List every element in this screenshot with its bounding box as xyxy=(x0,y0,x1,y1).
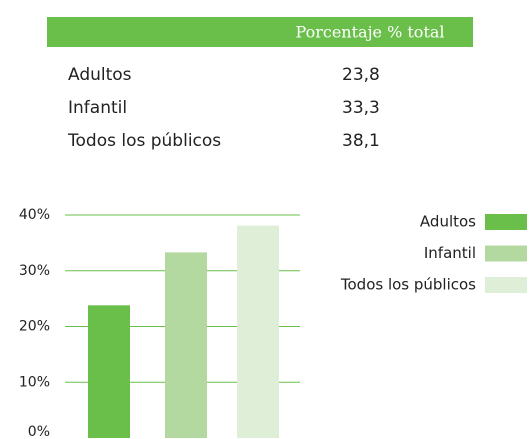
table-header: Porcentaje % total xyxy=(295,23,444,42)
legend-swatch xyxy=(485,214,527,230)
y-tick-label: 30% xyxy=(19,263,50,279)
row-label: Todos los públicos xyxy=(67,131,221,151)
row-label: Infantil xyxy=(68,98,127,118)
row-value: 38,1 xyxy=(342,131,380,151)
y-tick-label: 40% xyxy=(19,207,50,223)
legend-swatch xyxy=(485,245,527,262)
bar xyxy=(237,225,279,438)
legend-label: Adultos xyxy=(420,213,476,231)
legend-label: Infantil xyxy=(424,244,476,262)
legend-label: Todos los públicos xyxy=(340,276,476,294)
y-tick-label: 0% xyxy=(28,424,50,439)
legend-swatch xyxy=(485,277,527,293)
y-tick-label: 20% xyxy=(19,319,50,335)
bar xyxy=(88,305,130,438)
bar xyxy=(165,252,207,438)
table-header-bg xyxy=(47,17,473,47)
row-value: 33,3 xyxy=(342,98,380,118)
row-label: Adultos xyxy=(68,65,132,85)
row-value: 23,8 xyxy=(342,65,380,85)
y-tick-label: 10% xyxy=(19,374,50,390)
